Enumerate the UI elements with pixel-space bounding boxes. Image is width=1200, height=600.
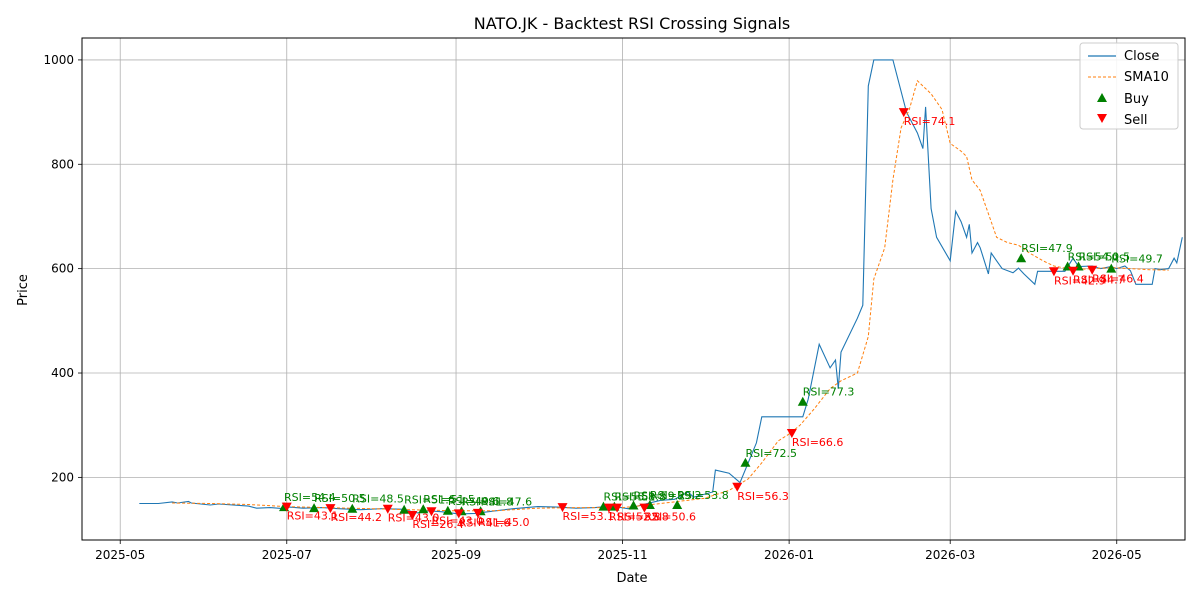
x-tick-label: 2025-05 (95, 548, 145, 562)
sell-marker (786, 429, 797, 439)
sell-annotation: RSI=52.8 (617, 511, 669, 524)
buy-annotation: RSI=41.8 (461, 495, 513, 508)
buy-marker (347, 503, 358, 513)
legend-sell-marker (1097, 114, 1107, 123)
sell-marker (281, 502, 292, 512)
x-tick-label: 2026-03 (925, 548, 975, 562)
buy-annotation: RSI=77.3 (803, 386, 855, 399)
sell-marker (1048, 267, 1059, 277)
sell-marker (639, 503, 650, 513)
buy-marker (399, 504, 410, 514)
sell-annotation: RSI=43.0 (431, 514, 483, 527)
y-tick-label: 200 (51, 470, 74, 484)
y-axis-ticks: 200 400 600 800 1000 (43, 53, 82, 484)
legend-close-label: Close (1124, 49, 1159, 64)
sell-annotation: RSI=44.2 (330, 511, 382, 524)
y-axis-label: Price (16, 274, 31, 306)
buy-annotation: RSI=51.5 (423, 493, 475, 506)
sell-marker (382, 504, 393, 514)
sell-annotation: RSI=43.1 (287, 510, 339, 523)
y-tick-label: 600 (51, 262, 74, 276)
sell-annotation: RSI=43.0 (388, 512, 440, 525)
buy-annotation: RSI=55.8 (603, 491, 655, 504)
legend-sell-label: Sell (1124, 113, 1147, 128)
buy-annotation: RSI=53.8 (677, 489, 729, 502)
buy-marker (309, 503, 320, 513)
sell-marker (472, 508, 483, 518)
sell-marker (603, 503, 614, 513)
buy-annotation: RSI=48.5 (352, 493, 404, 506)
sell-marker (1068, 266, 1079, 276)
sell-annotation: RSI=46.4 (1092, 273, 1144, 286)
buy-annotation: RSI=54.0 (1068, 251, 1120, 264)
sell-annotation: RSI=66.6 (792, 436, 844, 449)
buy-marker (740, 457, 751, 467)
sell-annotation: RSI=45.0 (478, 516, 530, 529)
x-axis-label: Date (616, 571, 647, 586)
sell-annotation: RSI=74.1 (904, 115, 956, 128)
sell-marker (325, 504, 336, 514)
buy-annotation: RSI=51.5 (404, 494, 456, 507)
sell-annotation: RSI=41.6 (459, 516, 511, 529)
sell-marker (612, 503, 623, 513)
x-tick-label: 2026-05 (1092, 548, 1142, 562)
sell-marker (407, 510, 418, 520)
plot-frame (81, 37, 1186, 541)
sell-marker (1087, 265, 1098, 275)
sell-marker (453, 509, 464, 519)
sell-marker (426, 507, 437, 517)
sell-annotation: RSI=42.9 (1054, 274, 1106, 287)
buy-annotation: RSI=51.8 (614, 491, 666, 504)
buy-marker (797, 396, 808, 406)
legend: Close SMA10 Buy Sell (1079, 42, 1179, 130)
buy-annotation: RSI=72.5 (745, 447, 797, 460)
buy-marker (418, 504, 429, 514)
sell-marker (732, 482, 743, 492)
buy-annotation: RSI=47.9 (1021, 242, 1073, 255)
buy-annotation: RSI=51.5 (1079, 251, 1131, 264)
series-line-close (139, 59, 1183, 515)
sell-annotation: RSI=26.4 (412, 518, 464, 531)
x-tick-label: 2025-07 (262, 548, 312, 562)
sell-annotation: RSI=56.3 (737, 490, 789, 503)
buy-annotation: RSI=54.4 (284, 491, 336, 504)
sell-annotation: RSI=50.6 (644, 511, 696, 524)
sell-annotation: RSI=44.7 (1073, 274, 1125, 287)
x-tick-label: 2025-09 (431, 548, 481, 562)
buy-marker (442, 505, 453, 515)
legend-buy-label: Buy (1124, 92, 1149, 107)
x-tick-label: 2025-11 (598, 548, 648, 562)
buy-annotation: RSI=47.6 (481, 495, 533, 508)
buy-annotation: RSI=49.6 (448, 495, 500, 508)
x-tick-label: 2026-01 (764, 548, 814, 562)
buy-marker (628, 500, 639, 510)
x-axis-ticks: 2025-05 2025-07 2025-09 2025-11 2026-01 2026-… (95, 540, 1142, 562)
y-tick-label: 400 (51, 366, 74, 380)
sell-marker (898, 108, 909, 118)
buy-marker (672, 500, 683, 510)
buy-marker (598, 501, 609, 511)
buy-marker (1016, 253, 1027, 263)
buy-annotation: RSI=49.7 (1111, 253, 1163, 266)
chart-title: NATO.JK - Backtest RSI Crossing Signals (474, 14, 791, 33)
y-tick-label: 1000 (43, 53, 74, 67)
buy-annotation: RSI=50.5 (314, 492, 366, 505)
buy-marker (1106, 263, 1117, 273)
legend-box (1079, 42, 1179, 130)
buy-annotation: RSI=59.2 (650, 489, 702, 502)
series-line-sma10 (172, 79, 1169, 512)
legend-buy-marker (1097, 93, 1107, 102)
legend-sma-label: SMA10 (1124, 70, 1169, 85)
grid-lines (82, 38, 1185, 540)
y-tick-label: 800 (51, 157, 74, 171)
sell-annotation: RSI=52.8 (609, 511, 661, 524)
buy-annotation: RSI=59.2 (634, 490, 686, 503)
sell-annotation: RSI=53.1 (563, 510, 615, 523)
sell-marker (557, 503, 568, 513)
